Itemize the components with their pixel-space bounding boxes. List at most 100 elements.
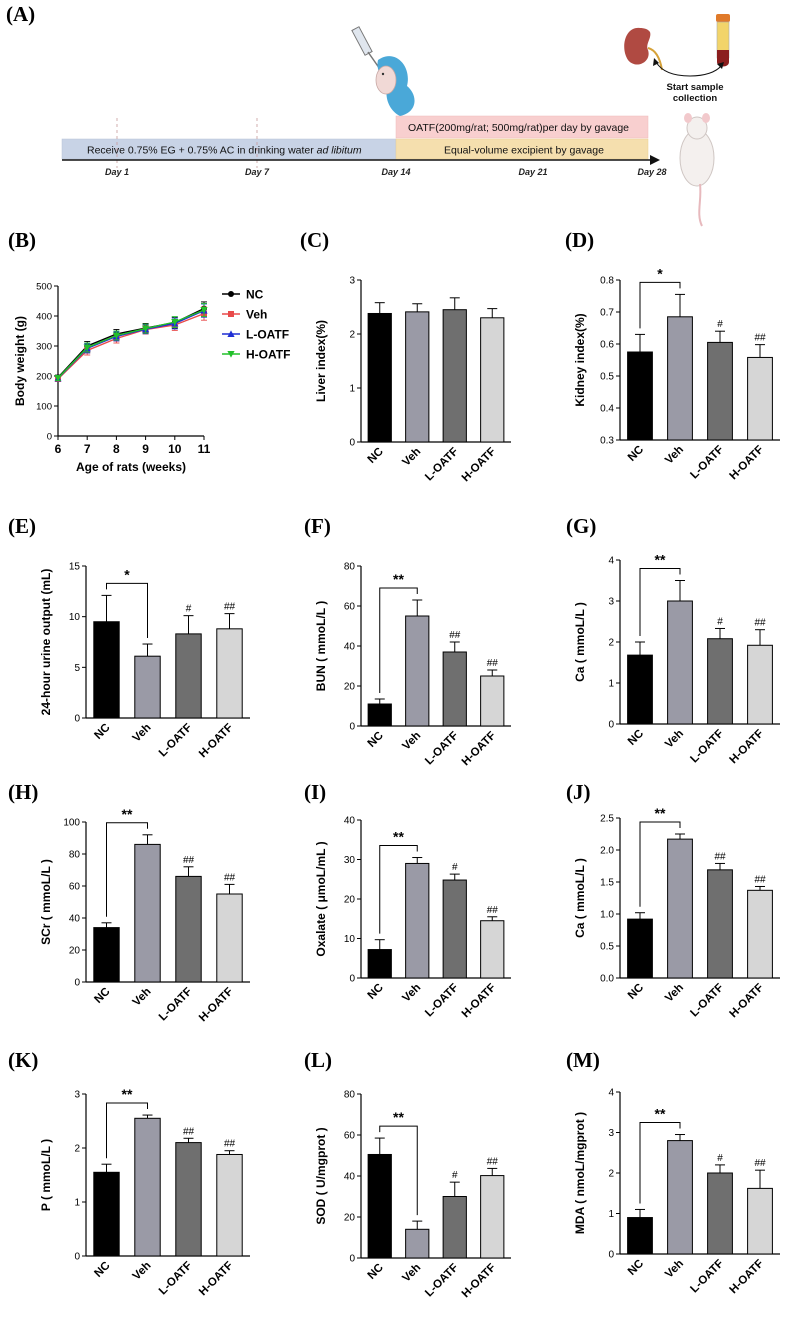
chart-svg: 0.3 0.4 0.5 0.6 0.7 0.8 Kidney index(%) NC Veh # L… xyxy=(573,265,780,483)
significance-label: * xyxy=(657,265,663,281)
bar xyxy=(405,862,430,979)
kidney-icon xyxy=(624,27,663,71)
gavage-rat-icon xyxy=(351,26,415,116)
series-line xyxy=(57,309,205,379)
y-tick-label: 3 xyxy=(608,597,614,608)
y-tick-label: 0 xyxy=(349,974,355,985)
y-tick-label: 200 xyxy=(36,372,52,383)
x-tick-label: L-OATF xyxy=(423,1262,461,1300)
y-axis-label: Ca ( mmoL/L ) xyxy=(573,858,587,938)
bar xyxy=(134,843,161,983)
y-tick-label: 1 xyxy=(349,384,355,395)
chart-h-scr: 0 20 40 60 80 100 SCr ( mmoL/L ) NC Veh ## L-OATF #… xyxy=(0,806,270,1050)
y-tick-label: 80 xyxy=(69,850,81,861)
significance-label: ** xyxy=(122,1086,133,1102)
y-tick-label: 0 xyxy=(74,714,80,725)
blood-tube-icon xyxy=(716,14,730,67)
significance-marker: ## xyxy=(183,1126,195,1137)
x-tick-label: H-OATF xyxy=(460,1262,499,1301)
x-tick-label: Veh xyxy=(663,728,686,751)
x-tick-label: L-OATF xyxy=(157,986,195,1024)
series-line xyxy=(57,309,205,379)
bar xyxy=(707,1172,733,1255)
significance-label: ** xyxy=(393,829,404,845)
legend-marker xyxy=(227,330,235,337)
x-tick-label: Veh xyxy=(131,986,154,1009)
panel-letter-f: (F) xyxy=(304,514,331,538)
significance-marker: ## xyxy=(487,658,499,669)
y-tick-label: 0.3 xyxy=(600,436,614,447)
y-tick-label: 3 xyxy=(608,1128,614,1139)
chart-svg: 0 1 2 3 P ( mmoL/L ) NC Veh ## L-OATF ## H-OATF ** xyxy=(39,1086,250,1298)
bar xyxy=(405,1228,430,1259)
significance-marker: ## xyxy=(183,855,195,866)
bar xyxy=(367,949,392,979)
data-point xyxy=(200,307,208,314)
y-tick-label: 0.6 xyxy=(600,340,614,351)
x-tick-label: NC xyxy=(92,1260,112,1280)
y-axis-label: BUN ( mmoL/L ) xyxy=(314,601,328,691)
timeline-bar-pink xyxy=(395,115,649,139)
timeline-yellow-label: Equal-volume excipient by gavage xyxy=(444,145,604,157)
x-tick-label: L-OATF xyxy=(157,1260,195,1298)
x-tick-label: Veh xyxy=(663,1258,686,1281)
chart-m-mda: 0 1 2 3 4 MDA ( nmoL/mgprot ) NC Veh # L-OATF ## H-… xyxy=(560,1080,796,1321)
bar xyxy=(747,644,773,725)
y-axis-label: Oxalate ( μmoL/mL ) xyxy=(314,841,328,956)
x-tick-label: H-OATF xyxy=(460,446,499,485)
panel-letter-c: (C) xyxy=(300,228,330,252)
y-tick-label: 0.8 xyxy=(600,276,614,287)
significance-marker: # xyxy=(452,1170,458,1181)
significance-label: ** xyxy=(393,1109,404,1125)
significance-marker: ## xyxy=(754,618,766,629)
x-tick-label: L-OATF xyxy=(423,982,461,1020)
x-tick-label: Veh xyxy=(400,982,423,1005)
bar xyxy=(175,1142,202,1257)
significance-marker: ## xyxy=(224,1139,236,1150)
bar xyxy=(442,879,467,979)
x-tick-label: 8 xyxy=(113,442,120,456)
y-tick-label: 0 xyxy=(349,1254,355,1265)
y-tick-label: 0.5 xyxy=(600,372,614,383)
significance-marker: # xyxy=(717,319,723,330)
bar xyxy=(405,311,430,443)
x-tick-label: NC xyxy=(92,986,112,1006)
panel-letter-b: (B) xyxy=(8,228,36,252)
bar xyxy=(216,893,243,983)
timeline-arrowhead xyxy=(650,155,660,165)
significance-marker: ## xyxy=(487,1156,499,1167)
x-tick-label: NC xyxy=(366,446,386,466)
y-tick-label: 2 xyxy=(608,1169,614,1180)
significance-bracket xyxy=(639,281,681,329)
legend-marker xyxy=(228,291,234,297)
y-tick-label: 1 xyxy=(608,1209,614,1220)
bar xyxy=(480,1175,505,1259)
bar xyxy=(480,317,505,443)
significance-marker: ## xyxy=(754,333,766,344)
y-tick-label: 60 xyxy=(344,602,356,613)
day-label: Day 14 xyxy=(381,167,410,177)
sample-arrow xyxy=(655,61,691,77)
y-tick-label: 10 xyxy=(69,612,81,623)
bar xyxy=(627,654,653,725)
timeline-blue-label: Receive 0.75% EG + 0.75% AC in drinking … xyxy=(87,145,362,157)
y-tick-label: 1.0 xyxy=(600,910,614,921)
day-label: Day 21 xyxy=(518,167,547,177)
y-tick-label: 1.5 xyxy=(600,878,614,889)
x-tick-label: 6 xyxy=(55,442,62,456)
significance-label: ** xyxy=(655,805,666,821)
y-tick-label: 0 xyxy=(74,1252,80,1263)
y-tick-label: 500 xyxy=(36,282,52,293)
chart-svg: 0 100 200 300 400 500 6 7 8 9 10 11 Age of rats (wee… xyxy=(13,282,290,475)
legend-label: Veh xyxy=(246,308,267,322)
bar xyxy=(627,1217,653,1255)
x-tick-label: Veh xyxy=(663,982,686,1005)
significance-bracket xyxy=(106,822,148,917)
legend-label: NC xyxy=(246,288,264,302)
y-tick-label: 0 xyxy=(47,432,52,443)
y-tick-label: 0 xyxy=(608,1250,614,1261)
x-tick-label: NC xyxy=(366,1262,386,1282)
y-tick-label: 1 xyxy=(74,1198,80,1209)
x-tick-label: H-OATF xyxy=(728,444,767,483)
